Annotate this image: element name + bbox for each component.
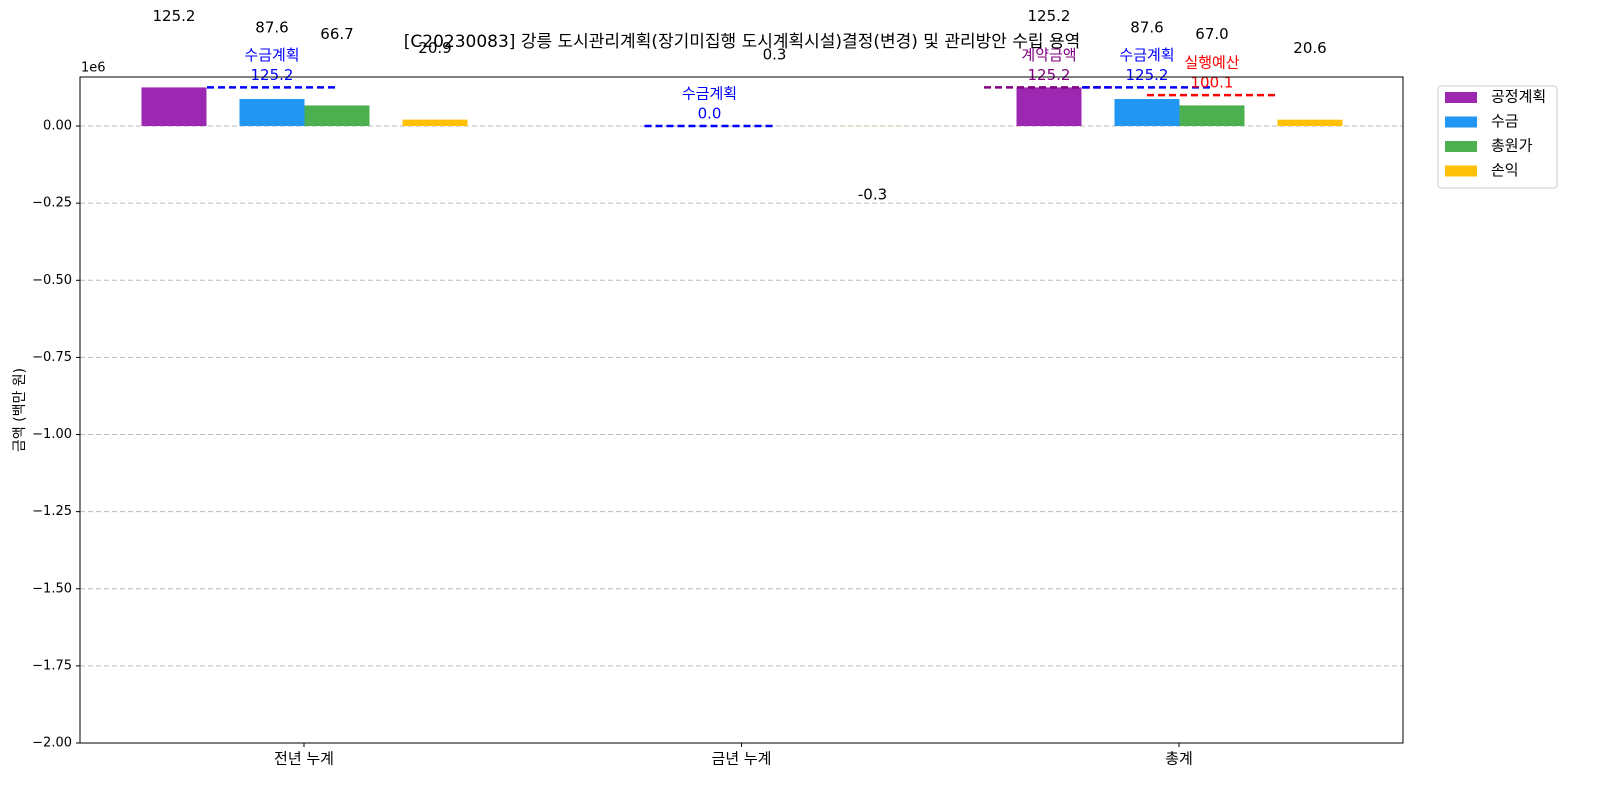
y-tick-label: −2.00 — [32, 736, 72, 751]
reference-label: 계약금액 — [1021, 46, 1076, 64]
value-label: 125.2 — [1028, 7, 1071, 25]
y-tick-label: −0.25 — [32, 196, 72, 211]
legend-label: 총원가 — [1491, 137, 1533, 155]
reference-label: 수금계획 — [1119, 46, 1174, 64]
y-tick-label: −1.50 — [32, 581, 72, 596]
y-axis-label: 금액 (백만 원) — [12, 368, 28, 452]
reference-label: 수금계획 — [682, 85, 737, 103]
bar — [239, 99, 305, 127]
value-label: 20.6 — [1293, 39, 1326, 57]
value-label: -0.3 — [858, 186, 887, 204]
legend-label: 공정계획 — [1491, 88, 1546, 106]
legend-swatch — [1445, 141, 1477, 152]
bar — [1277, 119, 1343, 127]
value-label: 66.7 — [320, 25, 353, 43]
reference-value-label: 100.1 — [1191, 74, 1234, 92]
x-tick-label: 총계 — [1165, 750, 1193, 768]
legend-swatch — [1445, 116, 1477, 128]
chart-title: [C20230083] 강릉 도시관리계획(장기미집행 도시계획시설)결정(변경… — [404, 32, 1081, 52]
reference-value-label: 0.0 — [698, 105, 722, 123]
y-tick-label: −1.00 — [32, 427, 72, 442]
reference-label: 실행예산 — [1184, 54, 1239, 72]
legend-swatch — [1445, 92, 1477, 103]
legend-label: 수금 — [1491, 112, 1519, 130]
plot-frame — [79, 76, 1404, 744]
bar — [1016, 87, 1082, 127]
value-label: 125.2 — [153, 7, 196, 25]
value-label: 0.3 — [763, 45, 787, 63]
y-tick-label: −0.75 — [32, 350, 72, 365]
value-label: 67.0 — [1195, 25, 1228, 43]
legend-label: 손익 — [1491, 161, 1519, 179]
legend-box — [1437, 85, 1558, 189]
reference-value-label: 125.2 — [251, 66, 294, 84]
bar — [304, 105, 370, 127]
value-label: 87.6 — [1130, 19, 1163, 37]
bar — [141, 87, 207, 127]
bar — [1114, 99, 1180, 127]
y-offset-label: 1e6 — [81, 61, 106, 76]
bar — [1179, 105, 1245, 127]
reference-value-label: 125.2 — [1126, 66, 1169, 84]
y-tick-label: −1.25 — [32, 504, 72, 519]
y-tick-label: −1.75 — [32, 658, 72, 673]
y-tick-label: −0.50 — [32, 273, 72, 288]
value-label: 20.9 — [418, 39, 451, 57]
y-tick-label: 0.00 — [43, 119, 72, 134]
x-tick-label: 전년 누계 — [274, 750, 334, 768]
legend-swatch — [1445, 165, 1477, 177]
bar — [402, 119, 468, 127]
value-label: 87.6 — [255, 19, 288, 37]
reference-value-label: 125.2 — [1028, 66, 1071, 84]
reference-label: 수금계획 — [244, 46, 299, 64]
x-tick-label: 금년 누계 — [712, 750, 772, 768]
